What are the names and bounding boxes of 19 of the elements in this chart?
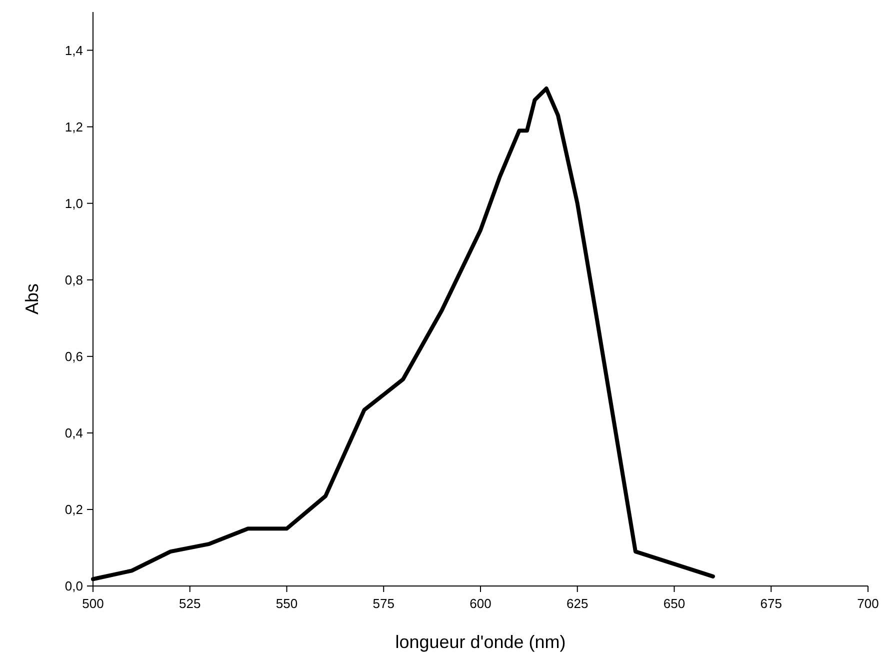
- x-tick-label: 625: [566, 596, 588, 611]
- x-tick-label: 700: [857, 596, 879, 611]
- y-tick-label: 0,2: [64, 502, 83, 518]
- y-axis-title: Abs: [22, 283, 42, 315]
- y-tick-label: 1,0: [64, 196, 83, 211]
- x-tick-label: 550: [276, 596, 298, 611]
- y-tick-label: 1,2: [64, 119, 83, 134]
- x-tick-label: 600: [470, 596, 492, 611]
- y-tick-label: 0,6: [64, 348, 83, 364]
- y-tick-label: 0,4: [64, 425, 83, 440]
- y-tick-label: 1,4: [64, 42, 83, 58]
- x-axis-title: longueur d'onde (nm): [395, 632, 566, 652]
- x-tick-label: 525: [179, 596, 201, 611]
- x-tick-label: 650: [663, 596, 686, 611]
- y-tick-label: 0,8: [64, 272, 83, 288]
- x-tick-label: 675: [760, 596, 782, 611]
- y-tick-label: 0,0: [64, 578, 83, 594]
- x-tick-label: 500: [82, 596, 104, 611]
- x-tick-label: 575: [372, 596, 394, 611]
